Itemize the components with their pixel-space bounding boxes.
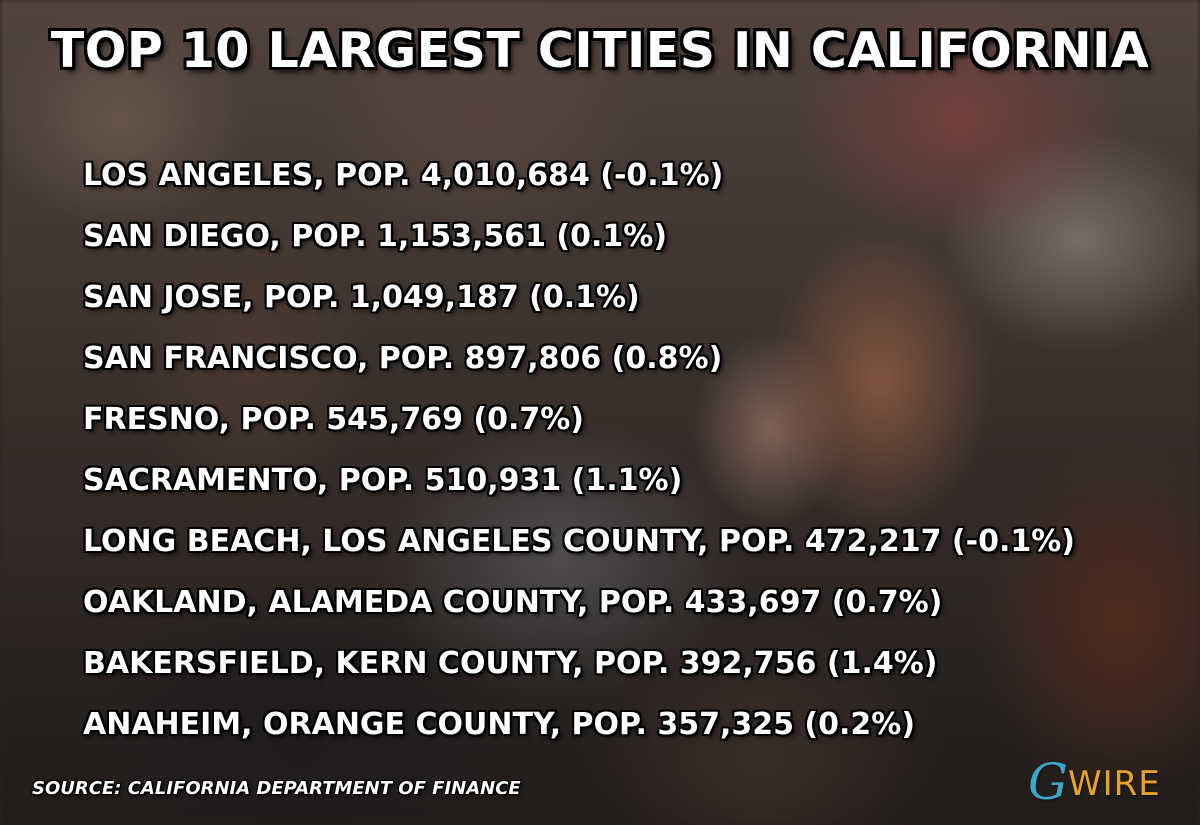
logo-mark: G — [1028, 753, 1068, 811]
list-item: SACRAMENTO, POP. 510,931 (1.1%) — [83, 463, 683, 498]
gvwire-logo: G WIRE — [1028, 752, 1178, 812]
list-item: BAKERSFIELD, KERN COUNTY, POP. 392,756 (… — [83, 646, 938, 681]
logo-wordmark: WIRE — [1068, 764, 1161, 804]
list-item: OAKLAND, ALAMEDA COUNTY, POP. 433,697 (0… — [83, 585, 943, 620]
list-item: SAN JOSE, POP. 1,049,187 (0.1%) — [83, 280, 640, 315]
source-caption: SOURCE: CALIFORNIA DEPARTMENT OF FINANCE — [32, 778, 521, 799]
list-item: SAN DIEGO, POP. 1,153,561 (0.1%) — [83, 219, 668, 254]
list-item: LOS ANGELES, POP. 4,010,684 (-0.1%) — [83, 158, 724, 193]
list-item: LONG BEACH, LOS ANGELES COUNTY, POP. 472… — [83, 524, 1075, 559]
list-item: FRESNO, POP. 545,769 (0.7%) — [83, 402, 585, 437]
page-title: TOP 10 LARGEST CITIES IN CALIFORNIA — [50, 22, 1150, 79]
city-list: LOS ANGELES, POP. 4,010,684 (-0.1%) SAN … — [83, 152, 1075, 762]
list-item: ANAHEIM, ORANGE COUNTY, POP. 357,325 (0.… — [83, 707, 916, 742]
list-item: SAN FRANCISCO, POP. 897,806 (0.8%) — [83, 341, 723, 376]
